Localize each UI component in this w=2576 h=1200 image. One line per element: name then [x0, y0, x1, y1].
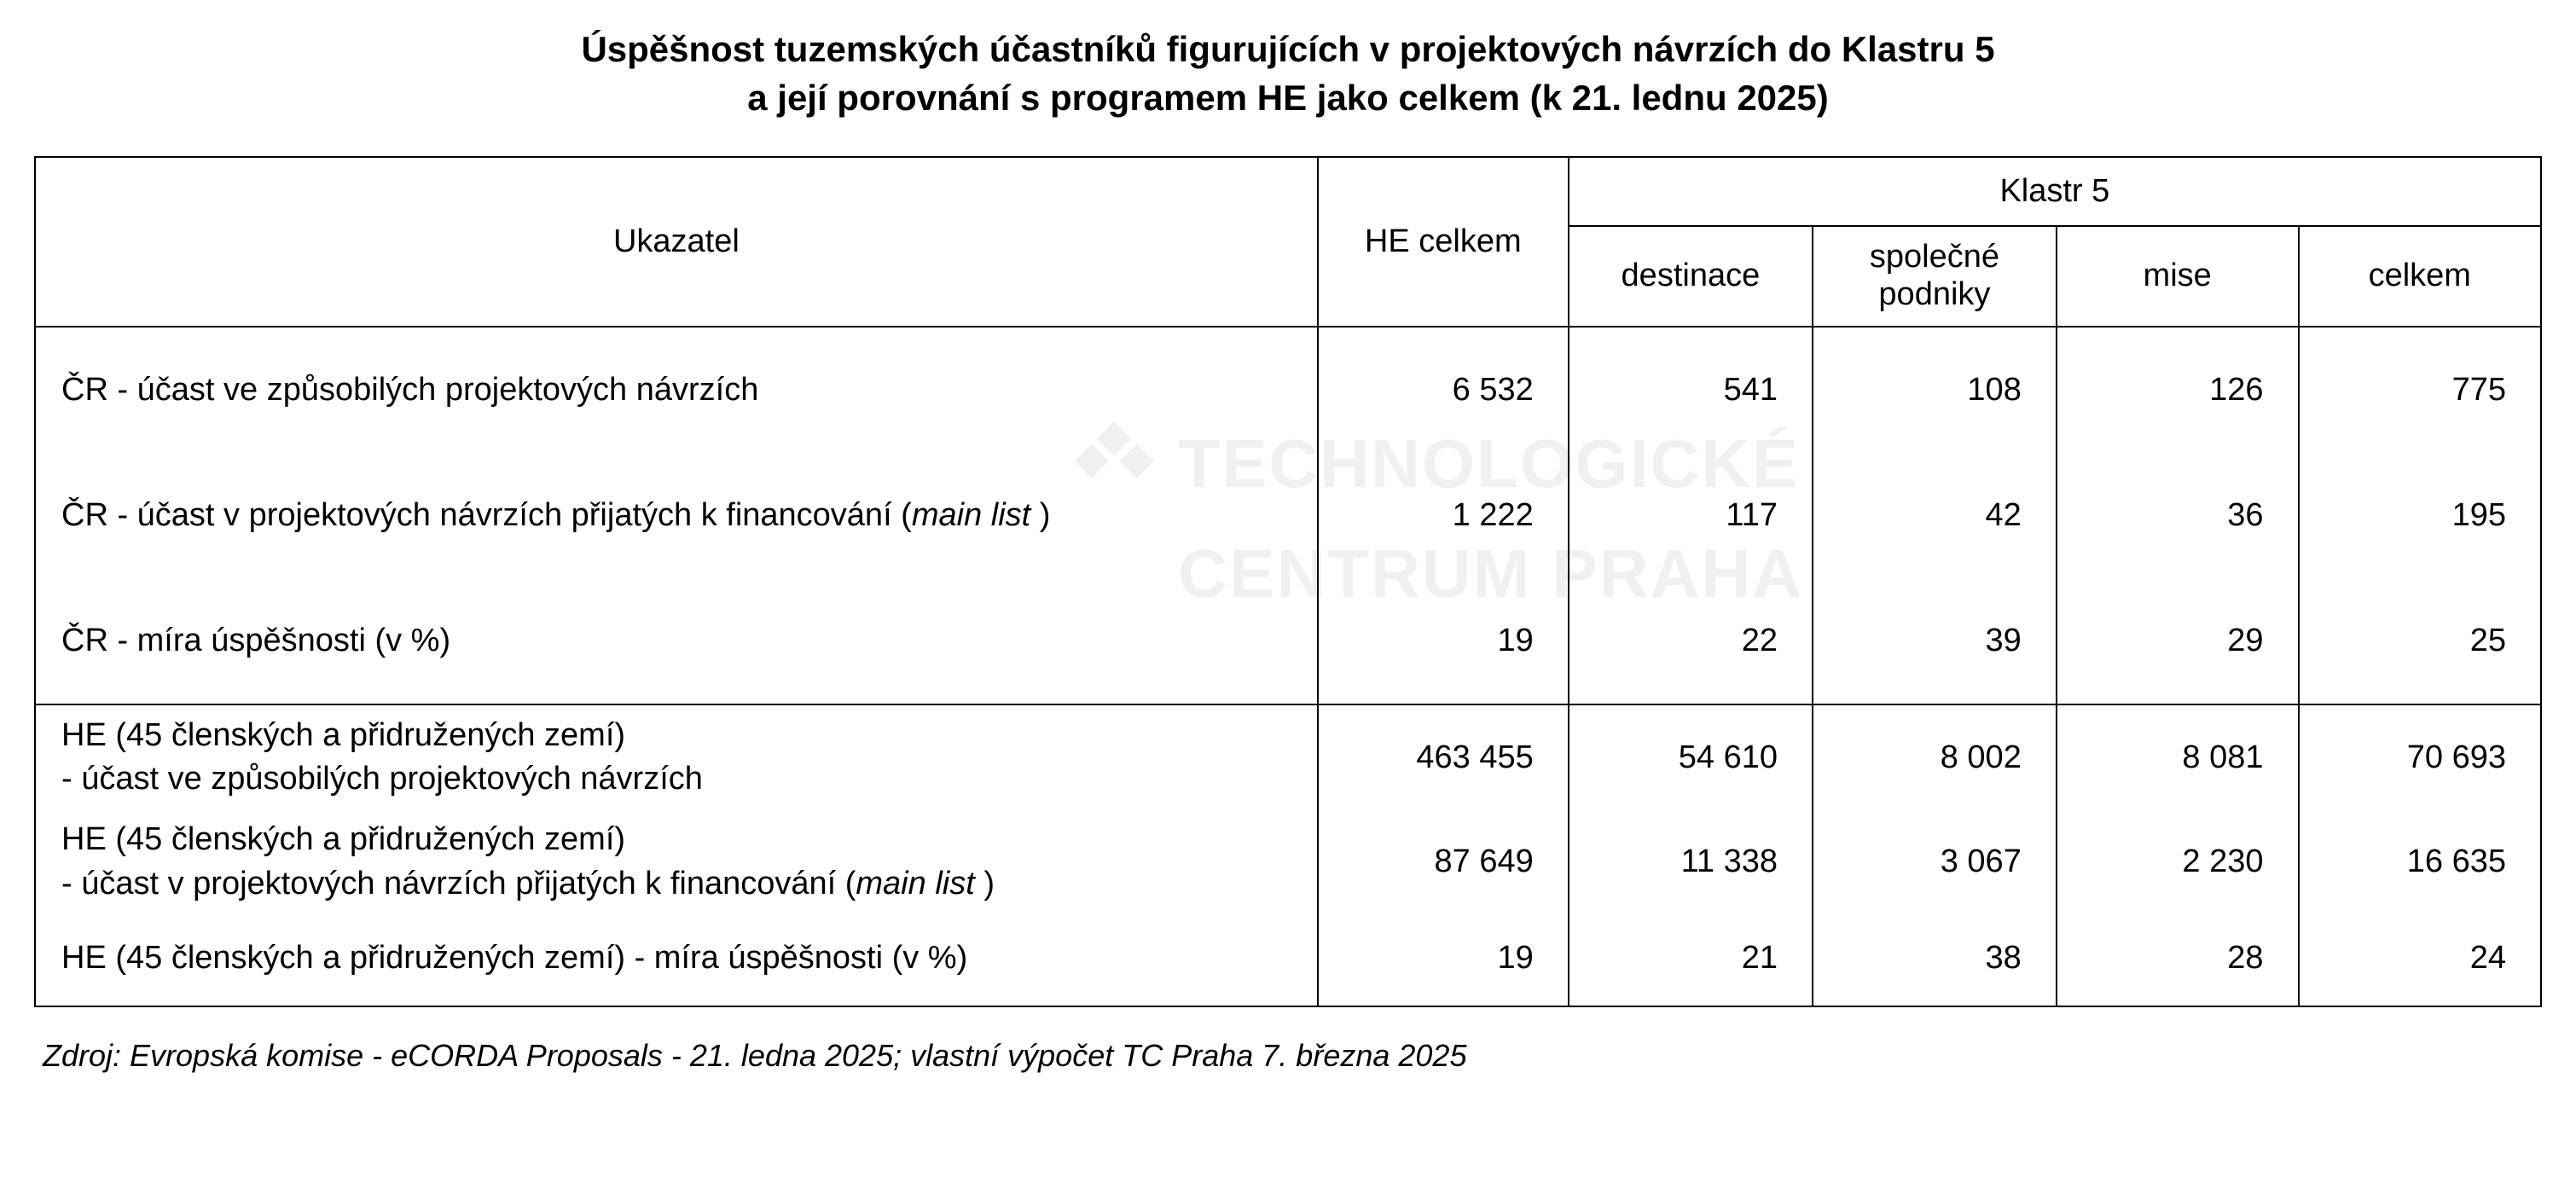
title-line2: a její porovnání s programem HE jako cel…: [747, 78, 1829, 118]
cell-value: 19: [1318, 914, 1569, 1006]
cell-label: HE (45 členských a přidružených zemí) - …: [35, 705, 1318, 810]
cell-value: 126: [2057, 328, 2299, 453]
header-mise: mise: [2057, 226, 2299, 326]
cell-value: 29: [2057, 578, 2299, 704]
cell-label: ČR - míra úspěšnosti (v %): [35, 578, 1318, 704]
cell-value: 6 532: [1318, 328, 1569, 453]
cell-value: 541: [1569, 328, 1813, 453]
cell-value: 463 455: [1318, 705, 1569, 810]
header-spolecne-podniky: společné podniky: [1813, 226, 2057, 326]
table-row: HE (45 členských a přidružených zemí) - …: [35, 809, 2541, 914]
cell-value: 38: [1813, 914, 2057, 1006]
header-klastr-group: Klastr 5: [1569, 157, 2541, 226]
table-row: HE (45 členských a přidružených zemí) - …: [35, 914, 2541, 1006]
cell-value: 775: [2299, 328, 2541, 453]
cell-value: 2 230: [2057, 809, 2299, 914]
cell-value: 117: [1569, 453, 1813, 578]
cell-value: 36: [2057, 453, 2299, 578]
cell-value: 54 610: [1569, 705, 1813, 810]
cell-label: ČR - účast v projektových návrzích přija…: [35, 453, 1318, 578]
table-row: ČR - účast v projektových návrzích přija…: [35, 453, 2541, 578]
cell-value: 108: [1813, 328, 2057, 453]
cell-value: 25: [2299, 578, 2541, 704]
cell-value: 22: [1569, 578, 1813, 704]
cell-value: 87 649: [1318, 809, 1569, 914]
header-indicator: Ukazatel: [35, 157, 1318, 326]
cell-value: 70 693: [2299, 705, 2541, 810]
cell-value: 39: [1813, 578, 2057, 704]
cell-value: 21: [1569, 914, 1813, 1006]
cell-label: HE (45 členských a přidružených zemí) - …: [35, 809, 1318, 914]
cell-label: ČR - účast ve způsobilých projektových n…: [35, 328, 1318, 453]
header-celkem: celkem: [2299, 226, 2541, 326]
table-row: ČR - účast ve způsobilých projektových n…: [35, 328, 2541, 453]
header-destinace: destinace: [1569, 226, 1813, 326]
header-he-total: HE celkem: [1318, 157, 1569, 326]
page-title: Úspěšnost tuzemských účastníků figurujíc…: [34, 26, 2542, 122]
table-row: ČR - míra úspěšnosti (v %) 19 22 39 29 2…: [35, 578, 2541, 704]
cell-label: HE (45 členských a přidružených zemí) - …: [35, 914, 1318, 1006]
title-line1: Úspěšnost tuzemských účastníků figurujíc…: [581, 29, 1994, 69]
cell-value: 8 081: [2057, 705, 2299, 810]
cell-value: 16 635: [2299, 809, 2541, 914]
source-note: Zdroj: Evropská komise - eCORDA Proposal…: [34, 1038, 2542, 1074]
cell-value: 11 338: [1569, 809, 1813, 914]
cell-value: 3 067: [1813, 809, 2057, 914]
cell-value: 42: [1813, 453, 2057, 578]
table-row: HE (45 členských a přidružených zemí) - …: [35, 705, 2541, 810]
data-table: Ukazatel HE celkem Klastr 5 destinace sp…: [34, 156, 2542, 1007]
cell-value: 19: [1318, 578, 1569, 704]
cell-value: 1 222: [1318, 453, 1569, 578]
cell-value: 28: [2057, 914, 2299, 1006]
cell-value: 8 002: [1813, 705, 2057, 810]
cell-value: 195: [2299, 453, 2541, 578]
cell-value: 24: [2299, 914, 2541, 1006]
